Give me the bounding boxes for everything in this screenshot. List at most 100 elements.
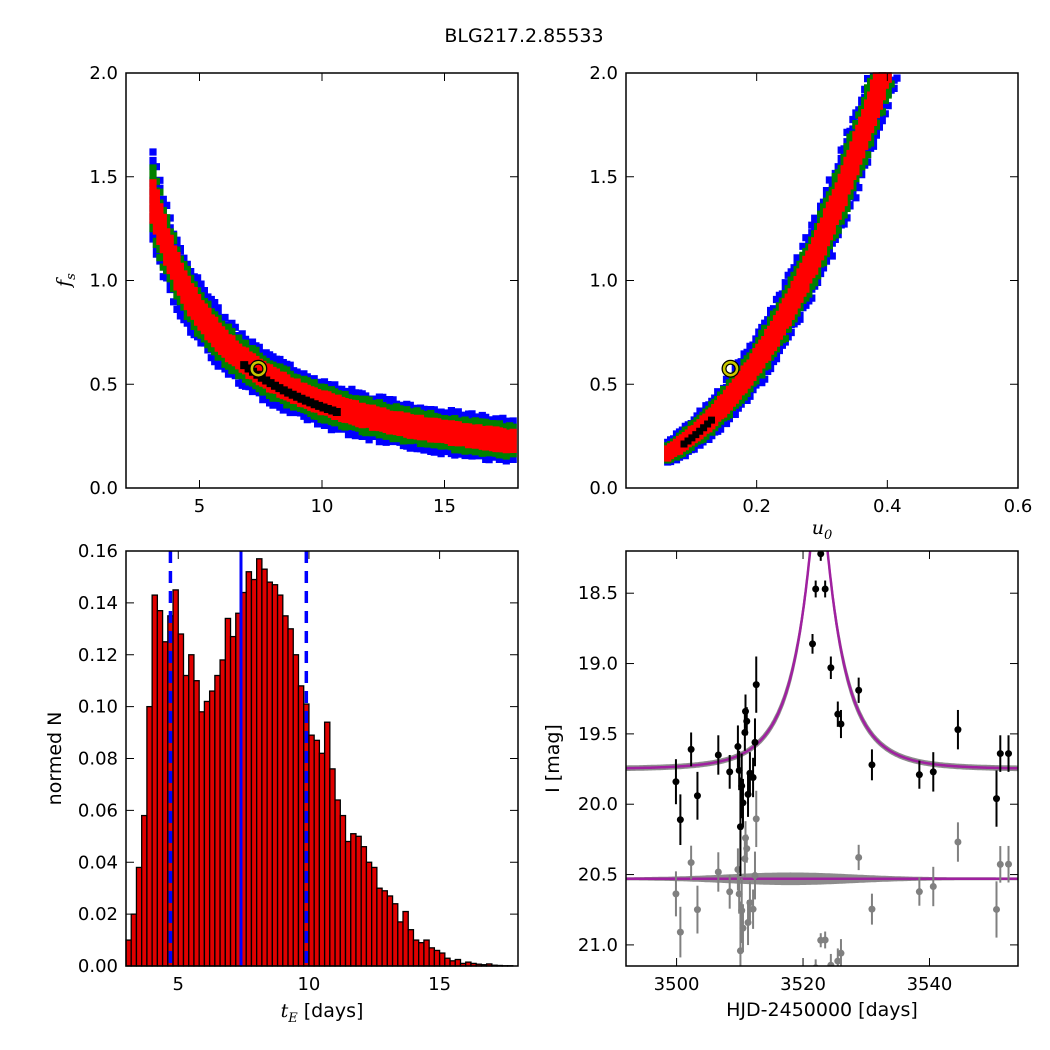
x-axis-label-u0-text: u0: [812, 517, 833, 543]
data-point: [738, 782, 746, 790]
y-tick-label: 0.00: [78, 956, 118, 977]
residual-point: [743, 845, 751, 853]
y-tick-label: 0.08: [78, 749, 118, 770]
data-point: [929, 768, 937, 776]
x-tick-label: 0.4: [873, 496, 902, 517]
histogram-bar: [245, 571, 253, 967]
contour-cells-fs_vs_u0: [664, 72, 901, 466]
x-axis-label-u0: u0: [812, 517, 833, 543]
histogram-bar: [135, 866, 143, 967]
x-tick-label: 3520: [780, 974, 826, 995]
data-point: [714, 751, 722, 759]
residual-point: [954, 838, 962, 846]
y-tick-label: 0.16: [78, 541, 118, 562]
histogram-bar: [376, 887, 383, 967]
contour-level-3: [664, 72, 892, 462]
histogram-bar: [350, 833, 357, 967]
histogram-bar: [412, 939, 420, 967]
data-point: [837, 720, 845, 728]
y-tick-label: 0.0: [589, 478, 618, 499]
y-tick-label: 0.0: [89, 478, 118, 499]
residual-point: [821, 936, 829, 944]
histogram-bar: [276, 594, 284, 967]
residual-point: [1005, 860, 1013, 868]
histogram-bar: [329, 768, 336, 967]
figure-title: BLG217.2.85533: [444, 25, 603, 47]
y-tick-label: 0.14: [78, 593, 118, 614]
axes-fs_vs_tE: 5 10 15 0.0 0.5 1.0 1.5 2.0: [89, 63, 519, 517]
histogram-bar: [282, 615, 289, 967]
y-tick-label: 20.5: [578, 865, 618, 886]
histogram-bar: [224, 617, 232, 967]
histogram-bar: [428, 947, 436, 967]
residual-point: [749, 905, 757, 913]
data-point: [693, 792, 701, 800]
histogram-bar: [444, 957, 451, 967]
histogram-bar: [156, 610, 164, 967]
y-tick-label: 2.0: [89, 63, 118, 84]
residual-point: [693, 906, 701, 914]
data-point: [817, 551, 825, 558]
residual-point: [868, 905, 876, 913]
residual-point: [676, 928, 684, 936]
histogram-bar: [125, 939, 132, 967]
histogram-bar: [177, 633, 185, 967]
histogram-bar: [391, 903, 399, 967]
y-tick-label: 0.12: [78, 645, 118, 666]
data-point: [855, 686, 863, 694]
data-point: [812, 585, 820, 593]
data-point: [739, 799, 747, 807]
data-point: [726, 768, 734, 776]
data-point: [821, 585, 829, 593]
x-tick-label: 3500: [654, 974, 700, 995]
histogram-bar: [381, 890, 388, 967]
histogram-bar: [256, 558, 263, 967]
histogram-bar: [130, 913, 138, 967]
histogram-bar: [449, 960, 456, 967]
data-point: [954, 726, 962, 734]
histogram-bar: [250, 578, 258, 967]
residual-point: [714, 868, 722, 876]
data-point: [809, 640, 817, 648]
y-axis-label-imag: I [mag]: [542, 724, 564, 793]
y-tick-label: 19.5: [578, 724, 618, 745]
histogram-bar: [141, 814, 148, 967]
histogram-bar: [418, 942, 425, 967]
histogram-bar: [318, 752, 326, 967]
lightcurve-layer: [626, 551, 1018, 966]
histogram-bar: [292, 654, 300, 967]
histogram-bar: [203, 700, 211, 967]
best-fit-marker: [250, 360, 267, 377]
data-point: [915, 771, 923, 779]
residual-point: [672, 890, 680, 898]
histogram-bar: [454, 958, 462, 967]
data-point: [993, 795, 1001, 803]
histogram-bar: [433, 949, 441, 967]
histogram-bar: [365, 861, 373, 967]
y-tick-label: 0.02: [78, 904, 118, 925]
y-tick-label: 1.0: [589, 271, 618, 292]
histogram-bar: [308, 734, 315, 967]
histogram-bar: [287, 628, 294, 967]
y-tick-label: 1.5: [89, 167, 118, 188]
y-tick-label: 0.5: [589, 374, 618, 395]
residual-point: [752, 815, 760, 823]
histogram-bar: [344, 840, 352, 967]
histogram-bar: [313, 739, 321, 967]
x-tick-label: 10: [311, 496, 334, 517]
axes-fs_vs_u0: 0.2 0.4 0.6 0.0 0.5 1.0 1.5 2.0: [589, 63, 1032, 517]
residual-point: [827, 961, 835, 966]
histogram-bar: [355, 835, 362, 967]
residual-point: [929, 883, 937, 891]
y-axis-label-normedN: normed N: [44, 712, 66, 806]
data-point: [868, 761, 876, 769]
x-tick-label: 5: [173, 974, 184, 995]
residual-point: [855, 853, 863, 861]
x-tick-label: 0.6: [1004, 496, 1033, 517]
histogram-bar: [397, 921, 404, 967]
residual-point: [996, 860, 1004, 868]
data-point: [752, 681, 760, 689]
y-tick-label: 0.5: [89, 374, 118, 395]
data-point: [672, 778, 680, 786]
